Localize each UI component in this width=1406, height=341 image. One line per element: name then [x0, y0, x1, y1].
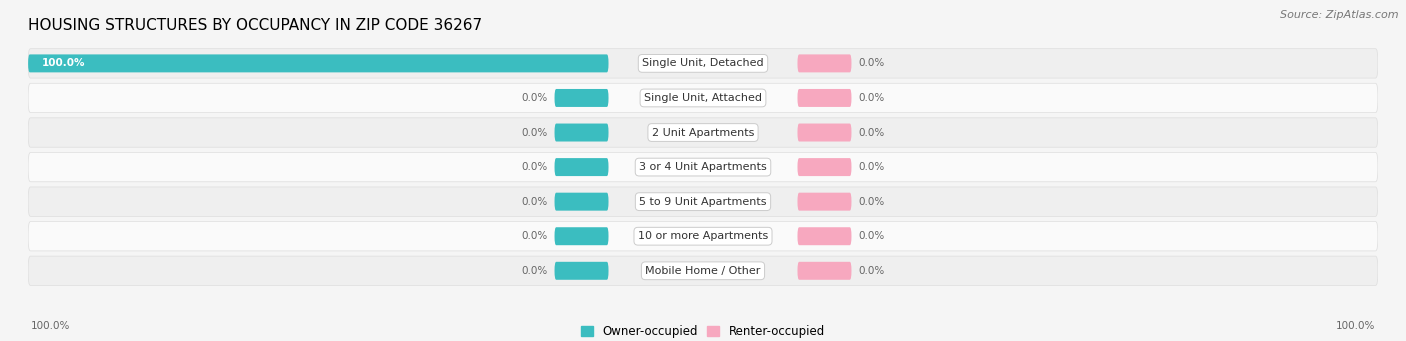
Text: Single Unit, Attached: Single Unit, Attached [644, 93, 762, 103]
FancyBboxPatch shape [554, 89, 609, 107]
FancyBboxPatch shape [28, 152, 1378, 182]
Text: 0.0%: 0.0% [858, 58, 884, 69]
FancyBboxPatch shape [28, 83, 1378, 113]
FancyBboxPatch shape [28, 55, 609, 72]
Text: 3 or 4 Unit Apartments: 3 or 4 Unit Apartments [640, 162, 766, 172]
Legend: Owner-occupied, Renter-occupied: Owner-occupied, Renter-occupied [576, 321, 830, 341]
FancyBboxPatch shape [797, 123, 852, 142]
Text: Source: ZipAtlas.com: Source: ZipAtlas.com [1281, 10, 1399, 20]
Text: 100.0%: 100.0% [42, 58, 86, 69]
FancyBboxPatch shape [28, 187, 1378, 216]
Text: 0.0%: 0.0% [522, 93, 548, 103]
FancyBboxPatch shape [554, 158, 609, 176]
Text: 0.0%: 0.0% [522, 162, 548, 172]
Text: 10 or more Apartments: 10 or more Apartments [638, 231, 768, 241]
FancyBboxPatch shape [797, 227, 852, 245]
Text: 5 to 9 Unit Apartments: 5 to 9 Unit Apartments [640, 197, 766, 207]
FancyBboxPatch shape [554, 193, 609, 211]
Text: 0.0%: 0.0% [522, 197, 548, 207]
FancyBboxPatch shape [797, 55, 852, 72]
FancyBboxPatch shape [554, 262, 609, 280]
Text: 100.0%: 100.0% [31, 321, 70, 331]
Text: 0.0%: 0.0% [522, 231, 548, 241]
Text: HOUSING STRUCTURES BY OCCUPANCY IN ZIP CODE 36267: HOUSING STRUCTURES BY OCCUPANCY IN ZIP C… [28, 18, 482, 33]
Text: 0.0%: 0.0% [858, 197, 884, 207]
Text: 100.0%: 100.0% [1336, 321, 1375, 331]
Text: Mobile Home / Other: Mobile Home / Other [645, 266, 761, 276]
Text: 0.0%: 0.0% [858, 128, 884, 137]
FancyBboxPatch shape [554, 123, 609, 142]
Text: 0.0%: 0.0% [522, 266, 548, 276]
FancyBboxPatch shape [797, 193, 852, 211]
Text: 0.0%: 0.0% [858, 266, 884, 276]
Text: 2 Unit Apartments: 2 Unit Apartments [652, 128, 754, 137]
FancyBboxPatch shape [28, 222, 1378, 251]
Text: 0.0%: 0.0% [522, 128, 548, 137]
FancyBboxPatch shape [28, 49, 1378, 78]
FancyBboxPatch shape [28, 256, 1378, 285]
FancyBboxPatch shape [797, 158, 852, 176]
Text: Single Unit, Detached: Single Unit, Detached [643, 58, 763, 69]
FancyBboxPatch shape [797, 262, 852, 280]
Text: 0.0%: 0.0% [858, 93, 884, 103]
FancyBboxPatch shape [28, 118, 1378, 147]
FancyBboxPatch shape [554, 227, 609, 245]
FancyBboxPatch shape [797, 89, 852, 107]
Text: 0.0%: 0.0% [858, 162, 884, 172]
Text: 0.0%: 0.0% [858, 231, 884, 241]
